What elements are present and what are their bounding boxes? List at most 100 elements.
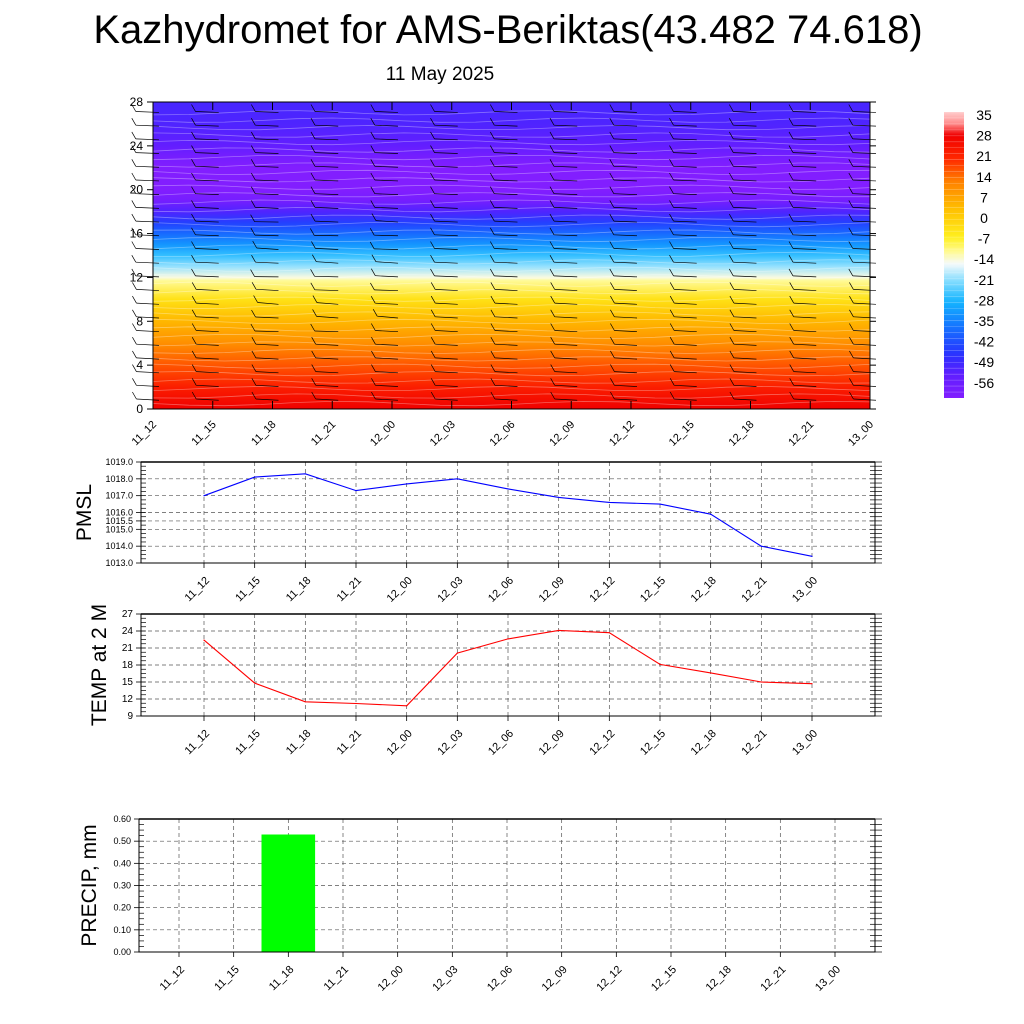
wind-barb-shaft	[434, 207, 458, 209]
wind-barb-flag	[849, 378, 854, 386]
wind-barb-shaft	[434, 152, 458, 154]
x-tick-label: 11_15	[233, 575, 263, 605]
x-tick-label: 12_00	[385, 575, 415, 605]
wind-barb-shaft	[852, 275, 876, 278]
wind-barb-flag	[669, 104, 674, 112]
wind-barb-flag	[669, 227, 674, 235]
isotherm-line	[152, 266, 871, 272]
wind-barb-flag	[848, 227, 854, 235]
wind-barb-flag	[728, 268, 734, 277]
wind-barb-flag	[370, 200, 376, 208]
wind-barb-flag	[729, 378, 735, 386]
wind-barb-shaft	[434, 138, 458, 141]
wind-barb-shaft	[674, 371, 697, 374]
wind-barb-flag	[489, 159, 495, 167]
wind-barb-flag	[610, 282, 615, 290]
y-tick-label: 16	[130, 227, 144, 241]
wind-barb-flag	[789, 295, 795, 304]
x-tick-label: 13_00	[846, 419, 876, 449]
wind-barb-flag	[191, 282, 197, 290]
wind-barb-flag	[430, 255, 435, 263]
wind-barb-shaft	[494, 398, 518, 401]
wind-barb-shaft	[613, 179, 637, 182]
wind-barb-flag	[490, 364, 496, 372]
wind-barb-flag	[191, 145, 196, 153]
wind-barb-flag	[430, 364, 436, 372]
wind-barb-flag	[669, 118, 674, 126]
wind-barb-shaft	[314, 124, 339, 127]
isotherm-line	[152, 244, 871, 250]
wind-barb-flag	[728, 104, 734, 112]
isotherm-line	[152, 236, 871, 243]
wind-barb-shaft	[195, 261, 219, 264]
isotherm-line	[153, 251, 871, 257]
wind-barb-shaft	[196, 330, 219, 333]
wind-barb-shaft	[793, 330, 817, 333]
wind-barb-flag	[131, 159, 137, 167]
wind-barb-flag	[610, 295, 615, 304]
wind-barb-flag	[430, 200, 435, 208]
wind-barb-shaft	[733, 398, 757, 401]
isotherm-line	[152, 199, 871, 205]
wind-barb-shaft	[674, 398, 697, 401]
data-point	[710, 672, 712, 674]
wind-barb-shaft	[853, 398, 876, 401]
wind-barb-shaft	[554, 398, 578, 401]
wind-barb-flag	[489, 227, 495, 235]
wind-barb-shaft	[733, 330, 757, 333]
wind-barb-flag	[849, 323, 854, 331]
x-tick-label: 12_21	[739, 728, 769, 758]
wind-barb-shaft	[375, 261, 398, 264]
wind-barb-flag	[789, 309, 795, 317]
isotherm-line	[152, 348, 871, 354]
wind-barb-shaft	[494, 343, 518, 346]
wind-barb-flag	[848, 172, 854, 181]
wind-barb-shaft	[733, 248, 757, 250]
wind-barb-shaft	[494, 234, 518, 237]
wind-barb-shaft	[853, 371, 876, 374]
wind-barb-shaft	[792, 138, 817, 141]
isotherm-line	[152, 147, 871, 153]
wind-barb-shaft	[255, 152, 279, 154]
wind-barb-shaft	[254, 330, 279, 333]
x-tick-label: 12_00	[376, 964, 406, 994]
wind-barb-flag	[669, 241, 674, 249]
wind-barb-flag	[490, 337, 496, 345]
wind-barb-flag	[250, 323, 256, 332]
wind-barb-flag	[310, 213, 316, 222]
wind-barb-shaft	[613, 152, 637, 154]
wind-barb-shaft	[733, 302, 757, 305]
wind-barb-flag	[609, 255, 615, 263]
wind-barb-flag	[250, 104, 256, 112]
wind-barb-flag	[788, 104, 794, 112]
wind-barb-flag	[131, 131, 137, 140]
wind-barb-flag	[430, 213, 435, 222]
x-tick-label: 11_12	[130, 419, 160, 449]
wind-barb-shaft	[314, 275, 339, 278]
wind-barb-shaft	[374, 289, 398, 291]
wind-barb-shaft	[852, 124, 876, 127]
colorbar-label: -35	[974, 313, 994, 329]
wind-barb-shaft	[494, 289, 518, 291]
isotherm-line	[152, 311, 871, 317]
wind-barb-shaft	[674, 384, 697, 387]
wind-barb-shaft	[793, 289, 817, 291]
wind-barb-flag	[849, 364, 854, 372]
wind-barb-flag	[430, 323, 436, 331]
wind-barb-shaft	[374, 193, 398, 195]
wind-barb-flag	[490, 378, 496, 386]
wind-barb-shaft	[614, 316, 637, 319]
wind-barb-flag	[371, 378, 376, 386]
wind-barb-shaft	[315, 357, 339, 360]
isotherm-line	[152, 318, 871, 324]
wind-barb-flag	[669, 159, 674, 167]
wind-barb-shaft	[314, 330, 339, 333]
wind-barb-shaft	[255, 343, 279, 346]
wind-barb-flag	[489, 213, 495, 222]
x-tick-label: 12_09	[537, 575, 567, 605]
wind-barb-flag	[728, 145, 734, 153]
wind-barb-shaft	[554, 289, 578, 291]
wind-barb-flag	[191, 200, 196, 208]
wind-barb-shaft	[434, 275, 458, 278]
wind-barb-shaft	[195, 124, 219, 127]
